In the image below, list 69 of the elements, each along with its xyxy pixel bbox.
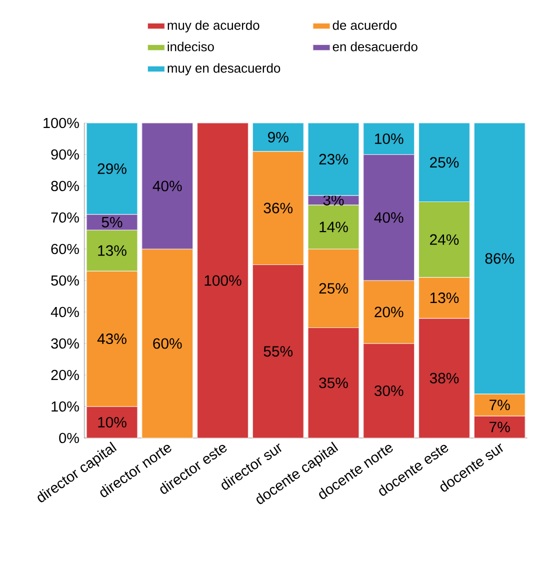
bar [86,230,138,272]
data-label: 35% [319,378,348,388]
bar [86,406,138,438]
y-tick-label: 0% [59,432,79,444]
bar [86,214,138,230]
bar [474,122,526,394]
y-tick-label: 50% [51,275,79,286]
data-label: 5% [102,216,122,228]
bar [474,416,526,438]
bar [252,264,304,438]
data-label: 20% [374,306,404,318]
bar [418,277,470,319]
bar [418,201,470,278]
data-label: 7% [490,422,510,432]
data-label: 29% [98,163,126,174]
data-label: 13% [430,292,459,304]
data-label: 38% [430,372,459,384]
bar [142,122,194,250]
data-label: 14% [320,222,348,232]
data-label: 10% [98,416,126,428]
legend-label: muy en desacuerdo [168,63,280,76]
data-label: 7% [490,400,510,410]
data-label: 24% [430,234,459,245]
bar [418,318,470,438]
bar [363,122,415,155]
data-label: 10% [375,133,404,144]
data-label: 40% [374,212,404,223]
data-label: 23% [319,154,348,165]
y-tick-label: 70% [51,212,79,223]
data-label: 30% [374,385,404,396]
y-tick-label: 20% [51,370,79,380]
bar [308,122,360,196]
data-label: 25% [430,157,459,168]
bar [196,122,249,438]
bar [86,122,138,215]
legend-label: en desacuerdo [332,42,418,52]
bar [363,154,415,281]
bar [363,280,415,344]
data-label: 100% [204,275,242,286]
data-label: 86% [485,253,514,264]
data-label: 3% [323,194,344,206]
y-tick-label: 100% [44,118,79,128]
bar [308,204,360,250]
data-label: 25% [319,283,348,294]
bar [86,270,138,407]
legend-label: muy de acuerdo [168,20,260,32]
data-label: 13% [98,245,126,256]
bar [142,248,194,438]
y-tick-label: 80% [51,180,79,192]
bar [363,343,415,438]
data-label: 36% [264,202,293,214]
bar [474,394,526,416]
legend-label: de acuerdo [332,20,397,30]
data-label: 9% [268,132,288,142]
y-tick-label: 30% [51,338,79,349]
data-label: 43% [97,333,126,344]
bar [418,122,470,202]
bar [252,122,304,152]
y-tick-label: 40% [50,306,79,318]
bar [308,248,360,328]
y-tick-label: 90% [51,149,79,160]
bar [308,327,360,438]
data-label: 40% [152,180,182,192]
data-label: 55% [264,346,293,357]
legend-label: indeciso [168,42,214,52]
bar [252,151,304,266]
y-tick-label: 60% [51,244,79,254]
y-tick-label: 10% [52,401,79,412]
data-label: 60% [153,338,182,349]
